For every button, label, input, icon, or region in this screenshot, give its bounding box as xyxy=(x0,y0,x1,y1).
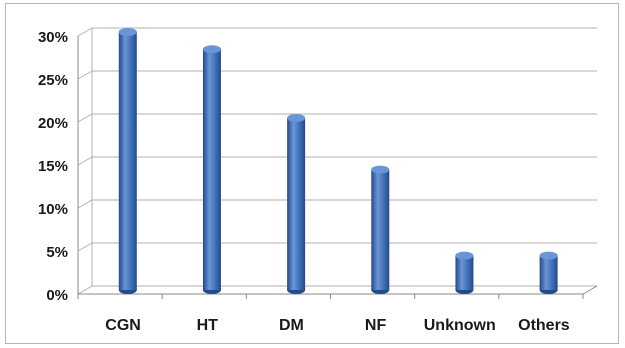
x-tick-label: CGN xyxy=(105,317,141,334)
bar-body xyxy=(118,32,137,290)
y-tick-label: 15% xyxy=(38,158,68,175)
y-tick-label: 30% xyxy=(38,29,68,46)
gridline-diagonal xyxy=(77,242,93,252)
y-tick-label: 5% xyxy=(46,244,68,261)
bars xyxy=(118,28,558,294)
x-tick-label: Unknown xyxy=(424,317,496,334)
x-tick-labels: CGN HT DM NF Unknown Others xyxy=(105,317,569,334)
bar-ht xyxy=(202,45,221,294)
gridlines xyxy=(77,27,597,295)
bar-body xyxy=(202,49,221,291)
gridline-diagonal xyxy=(77,199,93,209)
bar-top xyxy=(539,251,558,260)
gridline-diagonal xyxy=(77,113,93,123)
bar-nf xyxy=(371,165,390,294)
bar-top xyxy=(287,114,306,122)
gridline-diagonal xyxy=(77,285,93,295)
x-tick-label: NF xyxy=(365,317,387,334)
y-tick-label: 0% xyxy=(46,287,68,304)
y-tick-label: 20% xyxy=(38,115,68,132)
gridline-diagonal xyxy=(77,156,93,166)
bar-cgn xyxy=(118,28,137,294)
bar-dm xyxy=(287,114,306,294)
floor-right-edge xyxy=(582,285,598,295)
y-tick-label: 10% xyxy=(38,201,68,218)
bar-body xyxy=(539,255,558,290)
x-tick-label: HT xyxy=(197,317,219,334)
bar-top xyxy=(118,28,137,36)
bar-top xyxy=(202,45,221,54)
bar-body xyxy=(455,255,474,290)
bar-top xyxy=(371,165,390,174)
y-tick-label: 25% xyxy=(38,72,68,89)
x-tick-label: Others xyxy=(518,317,570,334)
bar-others xyxy=(539,251,558,294)
gridline-diagonal xyxy=(77,70,93,80)
y-tick-labels: 0% 5% 10% 15% 20% 25% 30% xyxy=(38,29,68,304)
gridline-diagonal xyxy=(77,27,93,37)
chart-frame xyxy=(5,3,619,344)
x-tick-label: DM xyxy=(279,317,304,334)
bar-top xyxy=(455,251,474,260)
axes xyxy=(77,28,598,299)
bar-body xyxy=(287,118,306,290)
bar-body xyxy=(371,169,390,290)
bar-unknown xyxy=(455,251,474,294)
